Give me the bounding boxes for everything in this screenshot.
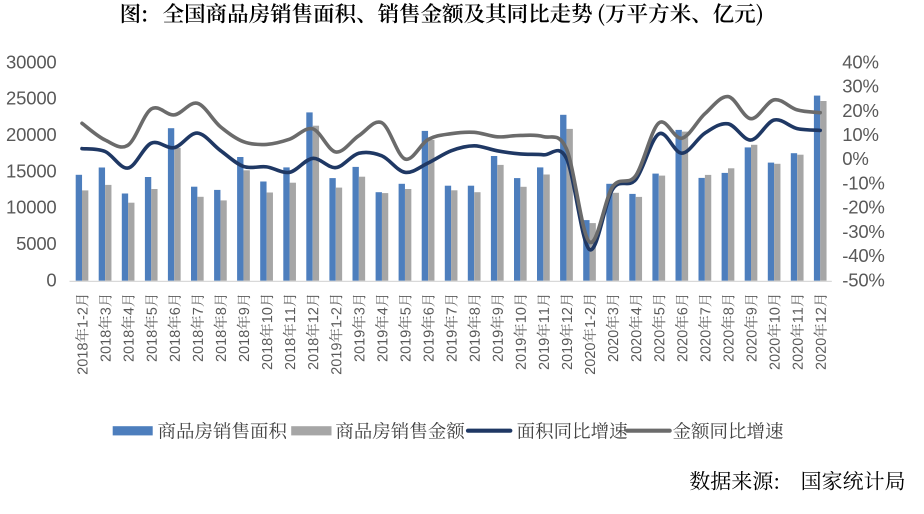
- svg-text:25000: 25000: [6, 88, 56, 109]
- svg-text:5000: 5000: [16, 233, 56, 254]
- svg-text:20%: 20%: [842, 100, 878, 121]
- svg-text:30%: 30%: [842, 76, 878, 97]
- svg-text:10000: 10000: [6, 197, 56, 218]
- svg-text:-10%: -10%: [842, 173, 884, 194]
- svg-text:40%: 40%: [842, 51, 878, 72]
- svg-text:-50%: -50%: [842, 269, 884, 290]
- svg-text:10%: 10%: [842, 124, 878, 145]
- svg-text:30000: 30000: [6, 51, 56, 72]
- svg-text:20000: 20000: [6, 124, 56, 145]
- svg-text:-20%: -20%: [842, 197, 884, 218]
- svg-text:0%: 0%: [842, 148, 868, 169]
- svg-text:0: 0: [46, 269, 56, 290]
- svg-text:-30%: -30%: [842, 221, 884, 242]
- svg-text:-40%: -40%: [842, 245, 884, 266]
- svg-text:15000: 15000: [6, 160, 56, 181]
